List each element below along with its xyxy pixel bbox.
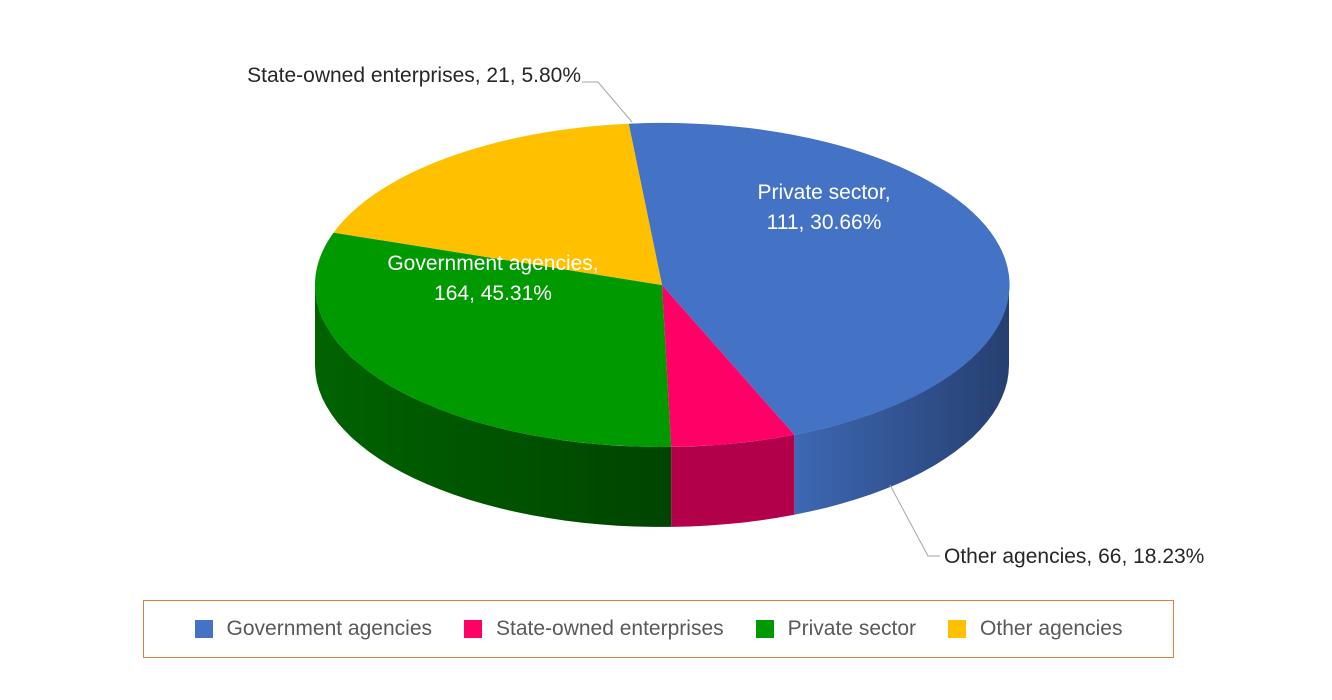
data-labels: Government agencies, 164, 45.31% Private s… [247,64,1204,568]
data-label-private-sector: Private sector, 111, 30.66% [757,181,890,234]
data-label-government-agencies: Government agencies, 164, 45.31% [387,252,598,305]
pie-tops [314,122,1010,447]
legend: Government agencies State-owned enterpri… [143,600,1174,658]
legend-label: Other agencies [980,617,1123,640]
legend-swatch [194,620,213,638]
pie-slice-state-owned-enterprises[interactable] [662,285,795,447]
pie-chart-svg: Government agencies, 164, 45.31% Private s… [247,64,1204,568]
legend-swatch [464,620,482,638]
legend-item-state-owned-enterprises[interactable]: State-owned enterprises [464,617,724,641]
pie-slice-private-sector[interactable] [314,232,672,447]
leader-line-other-agencies [889,484,940,557]
pie-side-private-sector [315,285,672,527]
legend-swatch [948,620,967,638]
leader-lines [582,81,940,557]
pie-slice-government-agencies[interactable] [628,122,1010,435]
legend-item-other-agencies[interactable]: Other agencies [948,617,1122,641]
pie-slice-other-agencies[interactable] [333,123,662,285]
legend-item-private-sector[interactable]: Private sector [755,617,917,641]
leader-line-state-owned-enterprises [582,81,633,123]
legend-label: Private sector [787,617,917,640]
legend-label: Government agencies [226,617,432,640]
data-label-state-owned-enterprises: State-owned enterprises, 21, 5.80% [247,64,581,87]
legend-item-government-agencies[interactable]: Government agencies [194,617,432,641]
data-label-other-agencies: Other agencies, 66, 18.23% [944,545,1204,568]
pie-side-government-agencies [794,285,1009,515]
legend-swatch [755,620,774,638]
legend-label: State-owned enterprises [496,617,724,640]
pie-side-state-owned-enterprises [671,434,795,527]
pie-sides [315,285,1009,527]
